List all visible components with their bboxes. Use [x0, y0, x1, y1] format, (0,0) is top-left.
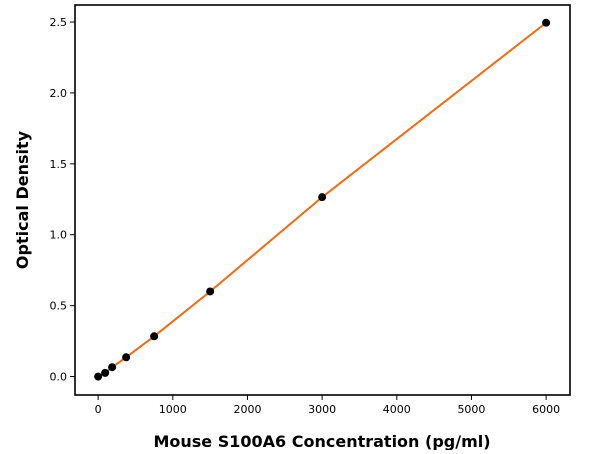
- plot-frame: [74, 4, 571, 396]
- y-tick-label: 0.5: [50, 300, 68, 313]
- x-tick-label: 3000: [308, 403, 336, 416]
- data-point: [150, 332, 159, 341]
- data-point: [206, 287, 215, 296]
- y-tick-label: 0.0: [50, 371, 68, 384]
- x-tick-label: 5000: [457, 403, 485, 416]
- x-tick-label: 6000: [532, 403, 560, 416]
- y-tick-label: 2.5: [50, 16, 68, 29]
- y-tick-label: 1.5: [50, 158, 68, 171]
- y-axis-label: Optical Density: [13, 130, 32, 269]
- x-tick-label: 0: [95, 403, 102, 416]
- data-point: [318, 193, 327, 202]
- y-tick-label: 2.0: [50, 87, 68, 100]
- y-tick-label: 1.0: [50, 229, 68, 242]
- x-tick-label: 2000: [233, 403, 261, 416]
- data-point: [101, 368, 110, 377]
- data-point: [94, 372, 103, 381]
- x-axis-label: Mouse S100A6 Concentration (pg/ml): [153, 432, 490, 450]
- data-point: [542, 18, 551, 27]
- x-tick-label: 4000: [383, 403, 411, 416]
- x-tick-label: 1000: [159, 403, 187, 416]
- data-point: [122, 353, 131, 362]
- data-point: [108, 363, 117, 372]
